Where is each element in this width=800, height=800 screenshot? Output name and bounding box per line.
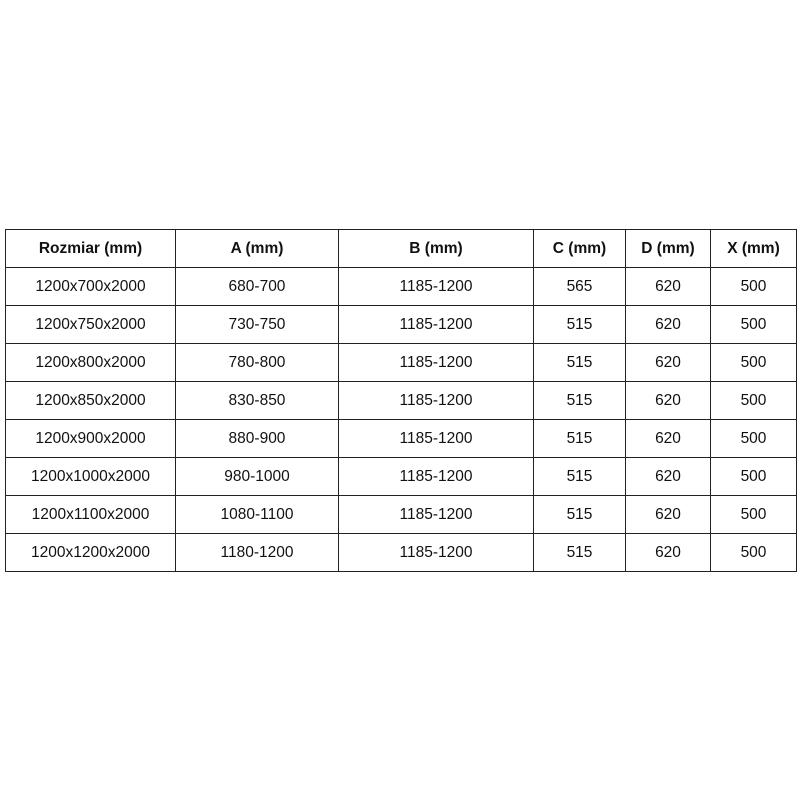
cell-d: 620 <box>625 343 711 382</box>
cell-b: 1185-1200 <box>338 419 534 458</box>
cell-d: 620 <box>625 495 711 534</box>
cell-size: 1200x750x2000 <box>5 305 176 344</box>
cell-d: 620 <box>625 381 711 420</box>
cell-a: 780-800 <box>175 343 339 382</box>
cell-a: 980-1000 <box>175 457 339 496</box>
table-row: 1200x1200x2000 1180-1200 1185-1200 515 620 50… <box>5 533 797 572</box>
cell-x: 500 <box>710 419 797 458</box>
cell-c: 515 <box>533 381 626 420</box>
table-row: 1200x1100x2000 1080-1100 1185-1200 515 620 50… <box>5 495 797 534</box>
cell-c: 515 <box>533 495 626 534</box>
cell-size: 1200x850x2000 <box>5 381 176 420</box>
header-x: X (mm) <box>710 229 797 268</box>
cell-size: 1200x700x2000 <box>5 267 176 306</box>
cell-x: 500 <box>710 533 797 572</box>
cell-a: 880-900 <box>175 419 339 458</box>
table-row: 1200x700x2000 680-700 1185-1200 565 620 500 <box>5 267 797 306</box>
table-row: 1200x750x2000 730-750 1185-1200 515 620 500 <box>5 305 797 344</box>
cell-c: 515 <box>533 533 626 572</box>
cell-x: 500 <box>710 381 797 420</box>
cell-d: 620 <box>625 267 711 306</box>
cell-d: 620 <box>625 457 711 496</box>
cell-x: 500 <box>710 495 797 534</box>
cell-a: 1180-1200 <box>175 533 339 572</box>
table-row: 1200x1000x2000 980-1000 1185-1200 515 620 500 <box>5 457 797 496</box>
cell-a: 1080-1100 <box>175 495 339 534</box>
cell-b: 1185-1200 <box>338 381 534 420</box>
cell-c: 515 <box>533 419 626 458</box>
cell-d: 620 <box>625 533 711 572</box>
cell-d: 620 <box>625 305 711 344</box>
cell-a: 730-750 <box>175 305 339 344</box>
cell-size: 1200x1000x2000 <box>5 457 176 496</box>
header-c: C (mm) <box>533 229 626 268</box>
cell-x: 500 <box>710 457 797 496</box>
cell-b: 1185-1200 <box>338 305 534 344</box>
table-row: 1200x850x2000 830-850 1185-1200 515 620 500 <box>5 381 797 420</box>
cell-d: 620 <box>625 419 711 458</box>
table-row: 1200x800x2000 780-800 1185-1200 515 620 500 <box>5 343 797 382</box>
table-row: 1200x900x2000 880-900 1185-1200 515 620 500 <box>5 419 797 458</box>
dimensions-table: Rozmiar (mm) A (mm) B (mm) C (mm) D (mm) X (m… <box>5 229 797 572</box>
cell-b: 1185-1200 <box>338 267 534 306</box>
cell-c: 515 <box>533 305 626 344</box>
cell-x: 500 <box>710 267 797 306</box>
header-d: D (mm) <box>625 229 711 268</box>
cell-c: 515 <box>533 457 626 496</box>
header-size: Rozmiar (mm) <box>5 229 176 268</box>
cell-x: 500 <box>710 343 797 382</box>
cell-size: 1200x800x2000 <box>5 343 176 382</box>
cell-c: 515 <box>533 343 626 382</box>
cell-c: 565 <box>533 267 626 306</box>
cell-size: 1200x1200x2000 <box>5 533 176 572</box>
cell-a: 680-700 <box>175 267 339 306</box>
header-a: A (mm) <box>175 229 339 268</box>
cell-b: 1185-1200 <box>338 343 534 382</box>
cell-size: 1200x900x2000 <box>5 419 176 458</box>
header-b: B (mm) <box>338 229 534 268</box>
cell-size: 1200x1100x2000 <box>5 495 176 534</box>
header-row: Rozmiar (mm) A (mm) B (mm) C (mm) D (mm) X (m… <box>5 229 797 268</box>
cell-x: 500 <box>710 305 797 344</box>
cell-b: 1185-1200 <box>338 533 534 572</box>
cell-b: 1185-1200 <box>338 457 534 496</box>
cell-a: 830-850 <box>175 381 339 420</box>
cell-b: 1185-1200 <box>338 495 534 534</box>
